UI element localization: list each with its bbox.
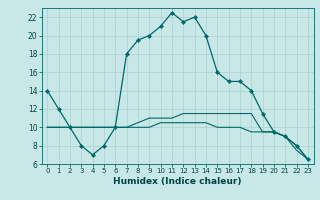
X-axis label: Humidex (Indice chaleur): Humidex (Indice chaleur) [113,177,242,186]
